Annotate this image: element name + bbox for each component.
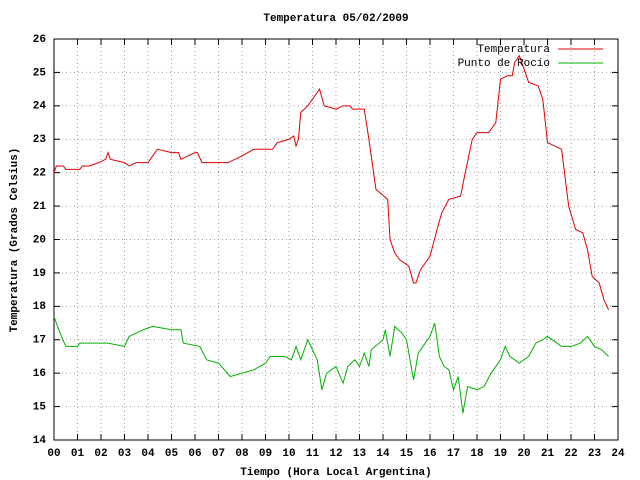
y-tick-label: 15 (33, 401, 47, 413)
x-tick-label: 00 (47, 448, 60, 460)
x-tick-label: 21 (541, 448, 555, 460)
legend-label: Punto de Rocío (458, 58, 550, 70)
x-tick-label: 19 (494, 448, 507, 460)
y-tick-label: 17 (33, 335, 46, 347)
y-tick-label: 14 (33, 435, 47, 447)
y-tick-label: 18 (33, 301, 47, 313)
data-line (53, 316, 609, 414)
y-tick-label: 22 (33, 168, 46, 180)
x-tick-label: 18 (470, 448, 484, 460)
y-tick-label: 26 (33, 34, 46, 46)
x-tick-label: 11 (306, 448, 320, 460)
chart-title: Temperatura 05/02/2009 (263, 13, 408, 25)
x-tick-label: 08 (235, 448, 249, 460)
y-tick-label: 24 (33, 101, 47, 113)
y-tick-label: 25 (33, 67, 47, 79)
x-tick-label: 02 (94, 448, 107, 460)
x-tick-label: 13 (353, 448, 367, 460)
x-tick-label: 04 (141, 448, 155, 460)
data-line (53, 54, 610, 310)
y-tick-label: 19 (33, 268, 46, 280)
x-tick-label: 20 (517, 448, 530, 460)
x-tick-label: 12 (329, 448, 342, 460)
x-tick-label: 15 (400, 448, 414, 460)
plot-frame (53, 38, 619, 441)
x-tick-label: 16 (423, 448, 436, 460)
x-tick-label: 17 (447, 448, 460, 460)
legend-label: Temperatura (477, 44, 550, 56)
x-axis-label: Tiempo (Hora Local Argentina) (240, 467, 431, 479)
x-tick-label: 05 (165, 448, 179, 460)
x-tick-label: 24 (611, 448, 625, 460)
x-tick-label: 06 (188, 448, 201, 460)
x-tick-label: 10 (282, 448, 295, 460)
x-tick-label: 22 (564, 448, 577, 460)
y-tick-label: 23 (33, 134, 47, 146)
y-axis-label: Temperatura (Grados Celsius) (9, 148, 21, 333)
x-tick-label: 01 (71, 448, 85, 460)
x-tick-label: 07 (212, 448, 225, 460)
x-tick-label: 23 (588, 448, 602, 460)
x-tick-label: 03 (118, 448, 132, 460)
y-tick-label: 20 (33, 234, 46, 246)
y-tick-label: 21 (33, 201, 47, 213)
y-tick-label: 16 (33, 368, 46, 380)
x-tick-label: 09 (259, 448, 272, 460)
x-tick-label: 14 (376, 448, 390, 460)
